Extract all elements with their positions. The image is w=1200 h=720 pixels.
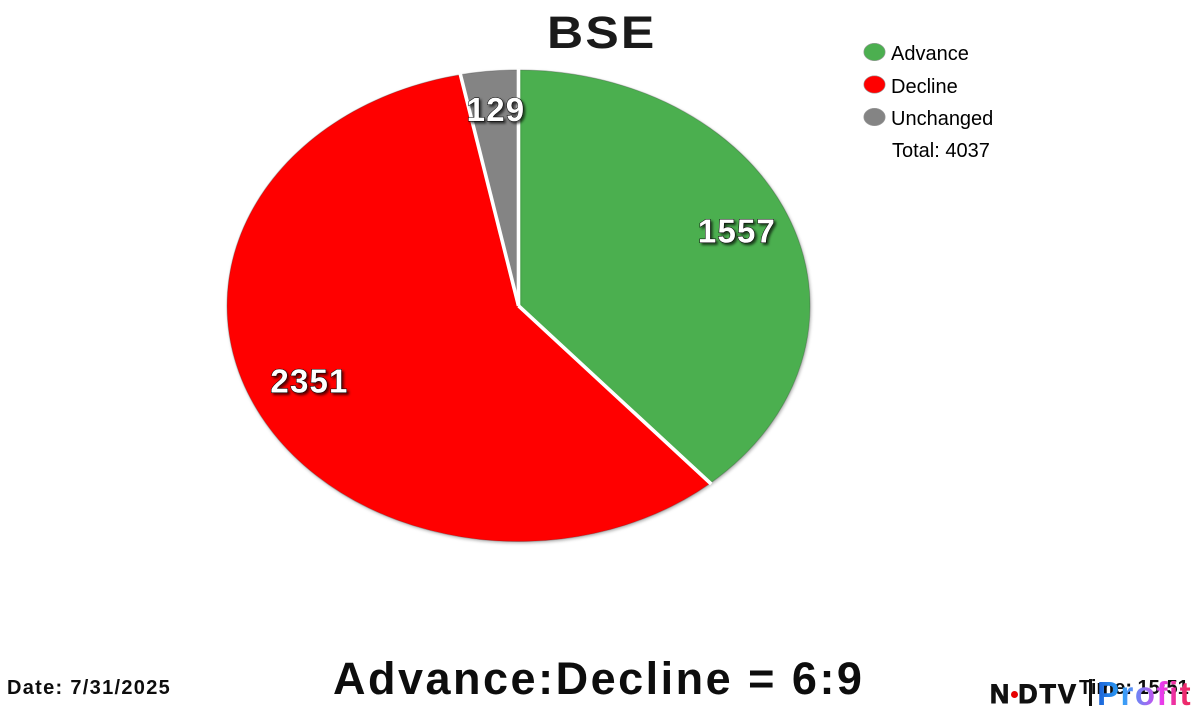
svg-text:2351: 2351 xyxy=(270,363,348,400)
svg-text:1557: 1557 xyxy=(698,213,776,250)
svg-text:129: 129 xyxy=(467,91,526,128)
